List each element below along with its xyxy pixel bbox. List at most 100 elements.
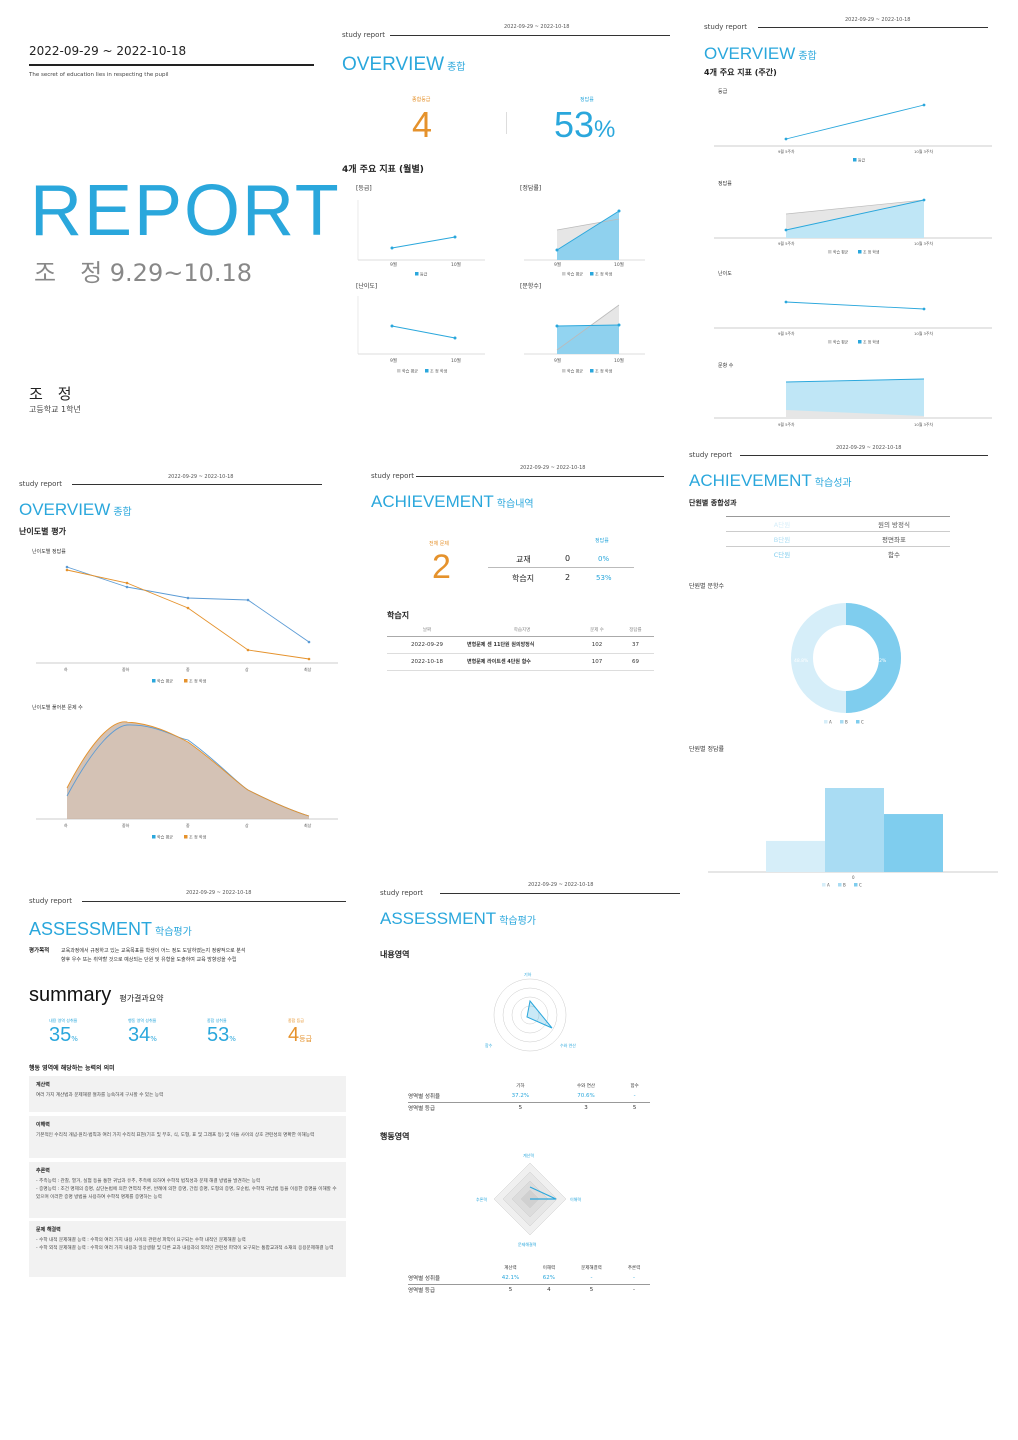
cell-rate: - [633, 1092, 636, 1099]
behavior-table: 계산력 이해력 문제해결력 추론력 영역별 성취율 42.1% 62% - - … [408, 1263, 650, 1296]
content-table: 기하 수와 연산 함수 영역별 성취율 37.2% 70.6% - 영역별 등급… [408, 1081, 650, 1114]
weekly-c4-title: 문항 수 [718, 363, 734, 369]
svg-text:A: A [829, 720, 832, 725]
chart-rate-title: [정답률] [520, 185, 542, 192]
page-title: OVERVIEW 종합 [342, 54, 465, 76]
chart-difficulty-monthly: 9월 10월 학습 평균 조 정 학생 [357, 296, 485, 374]
svg-text:C: C [859, 883, 862, 888]
header-rule [390, 35, 670, 36]
svg-text:B: B [845, 720, 848, 725]
bar-A [766, 840, 825, 872]
summary-heading: summary 평가결과요약 [29, 984, 164, 1007]
stat-value: 34 [128, 1024, 151, 1046]
overview-divider [506, 112, 507, 134]
radar-axis-label: 이해력 [570, 1196, 581, 1202]
section-worksheet: 학습지 [387, 611, 410, 620]
radar-axis-label: 함수 [485, 1042, 493, 1048]
svg-text:A: A [827, 883, 830, 888]
svg-text:상: 상 [245, 822, 249, 828]
page-title-main: OVERVIEW [19, 500, 111, 519]
summary-sub: 평가결과요약 [119, 994, 164, 1003]
stat-label: 종합 성취율 [207, 1018, 227, 1023]
chart-behavior-radar: 계산력 이해력 문제해결력 추론력 [476, 1152, 581, 1247]
svg-text:0: 0 [852, 875, 855, 880]
svg-text:하: 하 [64, 666, 68, 672]
weekly-c3-title: 난이도 [718, 271, 732, 277]
meaning-title: 행동 영역에 해당하는 능력의 의미 [29, 1065, 115, 1072]
svg-text:중하: 중하 [122, 666, 130, 672]
svg-text:하: 하 [64, 822, 68, 828]
page-title-sub: 학습평가 [155, 927, 192, 938]
overview-monthly-page: study report 2022-09-29 ~ 2022-10-18 OVE… [340, 0, 680, 440]
study-report-label: study report [380, 889, 424, 897]
table-row[interactable]: 2022-10-18 변형문제 라이트센 4단원 함수 107 69 [387, 653, 654, 670]
unit-name: 평면좌표 [882, 536, 906, 544]
page-title-main: ASSESSMENT [380, 909, 497, 928]
cell-rate: 37.2% [511, 1092, 530, 1099]
table-cell-rate: 69 [632, 658, 639, 665]
summary-stats: 내용 영역 성취율 35% 행동 영역 성취율 34% 종합 성취율 53% 종… [29, 1018, 339, 1054]
radar-axis-label: 계산력 [523, 1152, 534, 1158]
svg-text:학습 평균: 학습 평균 [157, 678, 173, 684]
chart-grade-title: [등급] [356, 185, 372, 192]
svg-text:10월 3주차: 10월 3주차 [914, 149, 933, 154]
page-title-sub: 학습내역 [496, 499, 534, 510]
row-count: 0 [565, 554, 571, 563]
header-rule [740, 455, 988, 456]
page-title: ACHIEVEMENT 학습성과 [689, 471, 852, 491]
chart-unit-bars: 0 A B C [708, 788, 998, 888]
chart-difficulty-title: [난이도] [356, 283, 378, 290]
header-rule [758, 27, 988, 28]
ability-line: - 증명능력 : 조건 명제의 증명, 삼단논법에 의한 연역적 추론, 반례에… [36, 1187, 337, 1200]
ability-box: 이해력 기본적인 수리적 개념·원리·법칙과 여러 가지 수리적 표현(기호 및… [29, 1116, 346, 1158]
donut-title: 단원별 문항수 [689, 583, 725, 590]
chart-unit-donut: 51.2% 48.8% A B C [791, 603, 901, 725]
achievement-performance-page: study report 2022-09-29 ~ 2022-10-18 ACH… [680, 440, 1018, 890]
stat-unit: % [229, 1035, 236, 1043]
ability-box: 문제 해결력 - 수학 내적 문제해결 능력 : 수학의 여러 가지 내용 사이… [29, 1221, 346, 1277]
cell-rate: - [590, 1274, 593, 1281]
summary-title: summary [29, 984, 112, 1006]
svg-text:10월 3주차: 10월 3주차 [914, 241, 933, 246]
stat-value: 4 [288, 1024, 300, 1046]
worksheet-table: 날짜 학습지명 문제 수 정답률 2022-09-29 변형문제 센 11단원 … [387, 625, 654, 671]
svg-text:조 정 학생: 조 정 학생 [430, 368, 448, 374]
page-title: OVERVIEW 종합 [704, 44, 817, 64]
table-row[interactable]: 2022-09-29 변형문제 센 11단원 원의방정식 102 37 [387, 636, 654, 653]
behavior-axis-header: 문제해결력 [581, 1265, 602, 1271]
stat-grade: 종합 등급 4등급 [288, 1018, 312, 1047]
table-cell-date: 2022-10-18 [411, 658, 443, 665]
cover-name-period: 조 정 9.29~10.18 [34, 259, 253, 287]
row-textbook: 교재 0 0% [488, 551, 634, 568]
unit-name: 함수 [888, 551, 900, 560]
svg-text:9월: 9월 [390, 261, 397, 268]
cell-grade: - [633, 1287, 636, 1294]
ability-line: - 수학 내적 문제해결 능력 : 수학의 여러 가지 내용 사이의 관련성 파… [36, 1238, 246, 1243]
chart-grade-monthly: 9월 10월 등급 [357, 200, 485, 277]
svg-text:51.2%: 51.2% [872, 658, 887, 664]
content-axis-header: 함수 [630, 1083, 639, 1089]
bar-C [884, 814, 943, 872]
svg-text:9월 5주차: 9월 5주차 [778, 331, 795, 336]
svg-text:학습 평균: 학습 평균 [567, 368, 583, 374]
behavior-axis-header: 추론력 [627, 1265, 641, 1271]
page-date-range: 2022-09-29 ~ 2022-10-18 [504, 24, 570, 30]
study-report-label: study report [371, 472, 415, 480]
table-header: 정답률 [629, 628, 642, 634]
stat-value: 53 [207, 1024, 230, 1046]
unit-row: A단원 원의 방정식 [726, 517, 950, 532]
chart-count-weekly: 9월 5주차 10월 3주차 [714, 378, 992, 427]
chart-difficulty-rate: 하 중하 중 상 최상 학습 평균 조 정 학생 [36, 565, 338, 684]
radar-axis-label: 문제해결력 [518, 1241, 537, 1247]
svg-text:조 정 학생: 조 정 학생 [189, 678, 207, 684]
svg-text:학습 평균: 학습 평균 [567, 271, 583, 277]
svg-text:학습 평균: 학습 평균 [402, 368, 418, 374]
svg-text:등급: 등급 [420, 272, 428, 277]
chart-count-title: [문항수] [520, 283, 542, 290]
stat-total: 종합 성취율 53% [207, 1018, 236, 1047]
section-unit-performance: 단원별 종합성과 [689, 499, 737, 507]
svg-text:중: 중 [186, 823, 190, 828]
section-difficulty: 난이도별 평가 [19, 527, 66, 536]
study-report-label: study report [19, 480, 63, 488]
svg-text:10월: 10월 [614, 261, 624, 268]
